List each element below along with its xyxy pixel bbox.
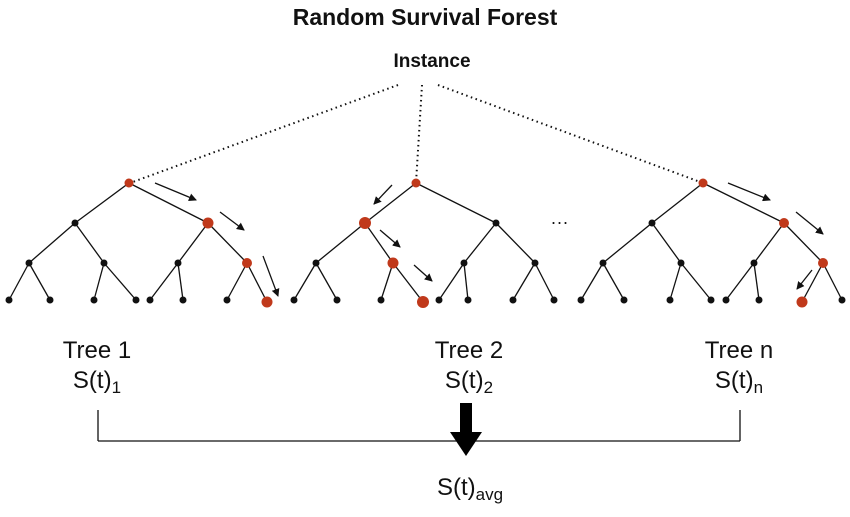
connector-tree-n — [437, 84, 704, 184]
tree-n-name: Tree n — [704, 337, 774, 364]
diagram-title: Random Survival Forest — [292, 4, 558, 30]
average-survival-label: S(t)avg — [436, 474, 504, 504]
tree-1-name: Tree 1 — [62, 337, 132, 364]
tree-2-survival: S(t)2 — [444, 367, 494, 397]
connector-tree-1 — [129, 84, 399, 184]
more-trees-ellipsis: ... — [551, 208, 570, 228]
connector-tree-2 — [415, 84, 423, 184]
tree-1-label: Tree 1 S(t)1 — [27, 336, 167, 396]
tree-2 — [290, 178, 558, 308]
instance-label: Instance — [393, 51, 471, 72]
tree-1-survival: S(t)1 — [72, 367, 122, 397]
instance-connectors — [129, 84, 704, 184]
tree-1 — [5, 178, 280, 308]
aggregation-bracket — [97, 410, 741, 442]
tree-n-label: Tree n S(t)n — [669, 336, 809, 396]
tree-n — [577, 178, 846, 308]
tree-2-decision-path — [359, 178, 429, 308]
tree-n-survival: S(t)n — [714, 367, 764, 397]
aggregation-arrow — [450, 403, 482, 456]
tree-1-decision-path — [124, 178, 273, 308]
tree-2-name: Tree 2 — [434, 337, 504, 364]
tree-2-label: Tree 2 S(t)2 — [399, 336, 539, 396]
tree-n-decision-path — [698, 178, 828, 308]
